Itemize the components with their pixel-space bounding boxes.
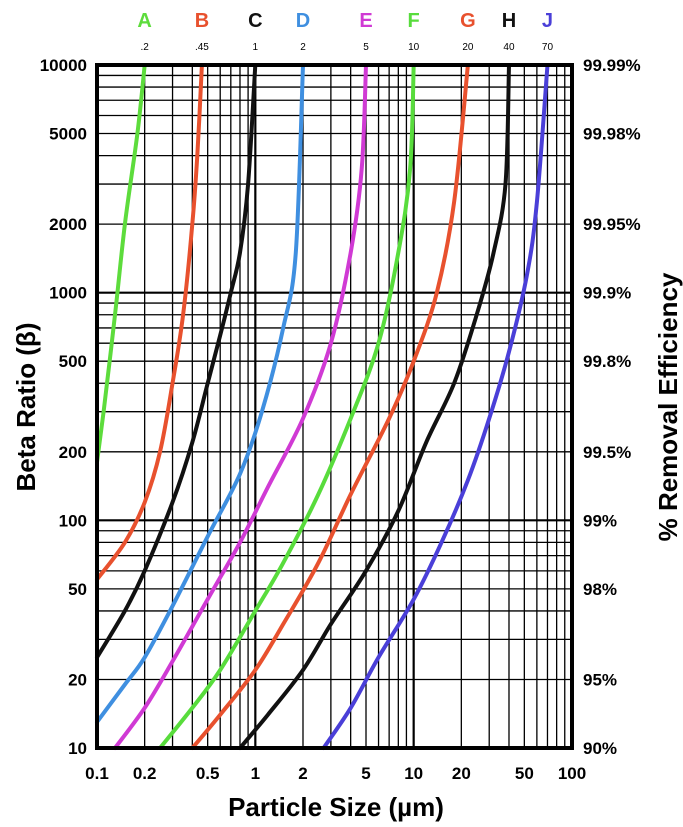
y2-tick-label: 99.9% — [583, 284, 631, 303]
legend-size-a: .2 — [140, 42, 149, 53]
y2-tick-label: 99.5% — [583, 443, 631, 462]
y-tick-label: 50 — [68, 580, 87, 599]
x-tick-label: 5 — [361, 764, 370, 783]
grid — [97, 65, 572, 748]
x-tick-label: 1 — [251, 764, 260, 783]
x-tick-label: 100 — [558, 764, 586, 783]
y-tick-label: 20 — [68, 670, 87, 689]
x-tick-label: 2 — [298, 764, 307, 783]
legend-letter-h: H — [502, 10, 516, 32]
series-line-f — [158, 63, 416, 750]
y2-tick-label: 90% — [583, 739, 617, 758]
y-tick-label: 500 — [59, 352, 87, 371]
x-tick-label: 0.5 — [196, 764, 220, 783]
legend-size-f: 10 — [408, 42, 420, 53]
x-tick-labels: 0.1 0.2 0.5 1 2 5 10 20 50 100 — [85, 764, 586, 783]
legend-letter-e: E — [359, 10, 372, 32]
y2-tick-label: 99.8% — [583, 352, 631, 371]
legend-letter-j: J — [542, 10, 553, 32]
legend-size-d: 2 — [300, 42, 306, 53]
y-tick-label: 1000 — [49, 284, 87, 303]
y2-axis-title: % Removal Efficiency — [653, 272, 683, 541]
legend-size-j: 70 — [542, 42, 554, 53]
legend-letter-b: B — [195, 10, 209, 32]
series-line-b — [95, 63, 204, 582]
y-tick-label: 100 — [59, 511, 87, 530]
y2-tick-label: 98% — [583, 580, 617, 599]
x-tick-label: 20 — [452, 764, 471, 783]
y-axis-title: Beta Ratio (β) — [11, 323, 41, 492]
legend-letter-a: A — [137, 10, 151, 32]
legend-size-g: 20 — [462, 42, 474, 53]
series-line-a — [95, 63, 147, 465]
y-tick-labels: 10 20 50 100 200 500 1000 2000 5000 10000 — [40, 56, 87, 758]
x-axis-title: Particle Size (µm) — [228, 792, 444, 822]
x-tick-label: 0.1 — [85, 764, 109, 783]
series-curves — [95, 63, 550, 750]
y-tick-label: 200 — [59, 443, 87, 462]
legend-size-e: 5 — [363, 42, 369, 53]
y2-tick-labels: 90% 95% 98% 99% 99.5% 99.8% 99.9% 99.95% 99.98% 9… — [583, 56, 641, 758]
x-tick-label: 0.2 — [133, 764, 157, 783]
series-legend: A .2 B .45 C 1 D 2 E 5 F 10 G 20 H 40 J 70 — [137, 10, 553, 53]
legend-size-c: 1 — [253, 42, 259, 53]
y2-tick-label: 99.99% — [583, 56, 641, 75]
y2-tick-label: 99% — [583, 511, 617, 530]
legend-letter-g: G — [460, 10, 476, 32]
y-tick-label: 2000 — [49, 215, 87, 234]
series-line-h — [238, 63, 511, 750]
plot-frame — [95, 63, 574, 750]
y-tick-label: 5000 — [49, 125, 87, 144]
y-tick-label: 10000 — [40, 56, 87, 75]
legend-size-h: 40 — [503, 42, 515, 53]
legend-letter-f: F — [408, 10, 420, 32]
legend-size-b: .45 — [195, 42, 209, 53]
series-line-g — [190, 63, 470, 750]
y2-tick-label: 99.98% — [583, 125, 641, 144]
series-line-d — [95, 63, 305, 725]
series-line-c — [95, 63, 258, 660]
legend-letter-d: D — [296, 10, 310, 32]
y2-tick-label: 99.95% — [583, 215, 641, 234]
legend-letter-c: C — [248, 10, 262, 32]
x-tick-label: 50 — [515, 764, 534, 783]
y2-tick-label: 95% — [583, 670, 617, 689]
series-line-e — [113, 63, 368, 750]
series-line-j — [321, 63, 550, 750]
x-tick-label: 10 — [404, 764, 423, 783]
y-tick-label: 10 — [68, 739, 87, 758]
